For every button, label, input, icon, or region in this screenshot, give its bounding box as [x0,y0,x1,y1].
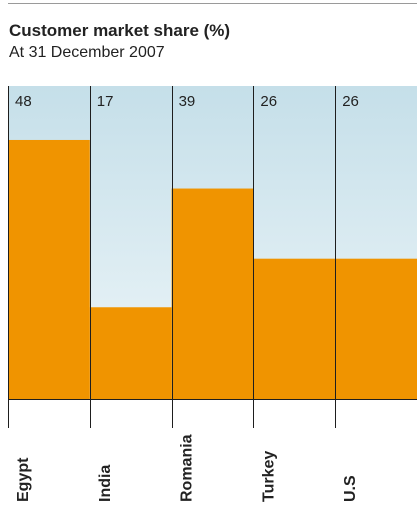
value-labels: 48 17 39 26 26 [15,93,359,110]
category-label-romania: Romania [179,434,196,502]
value-label-romania: 39 [179,93,196,110]
category-label-turkey: Turkey [260,451,277,502]
bar-turkey [253,258,336,399]
column-dividers [8,86,417,428]
bar-india [89,307,172,399]
bars [8,139,417,399]
category-label-u-s: U.S [342,475,359,502]
chart-title: Customer market share (%) [9,21,231,40]
value-label-egypt: 48 [15,93,32,110]
category-label-egypt: Egypt [15,457,32,502]
bar-romania [171,188,254,399]
top-rule [8,3,417,4]
category-label-india: India [97,465,114,502]
value-label-india: 17 [97,93,114,110]
value-label-turkey: 26 [260,93,277,110]
bar-u-s [335,258,417,399]
value-label-u-s: 26 [342,93,359,110]
category-labels: Egypt India Romania Turkey U.S [15,434,359,502]
chart-subtitle: At 31 December 2007 [9,44,165,61]
bar-egypt [8,139,90,399]
